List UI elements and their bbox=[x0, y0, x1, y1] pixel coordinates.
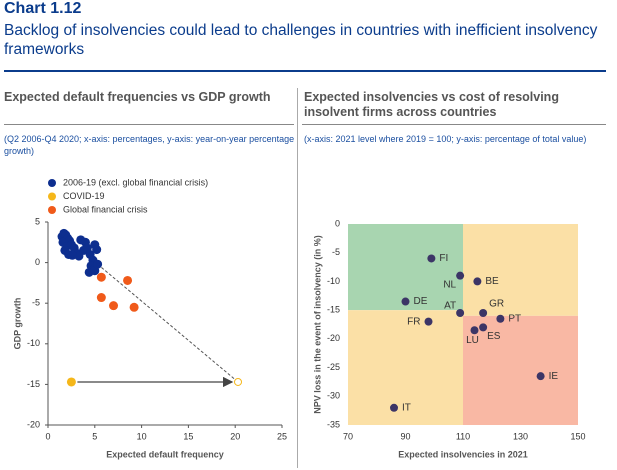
x-tick-label: 0 bbox=[45, 431, 50, 441]
point bbox=[129, 302, 139, 312]
y-tick-label: -5 bbox=[32, 298, 40, 308]
point bbox=[470, 326, 479, 335]
x-tick-label: 5 bbox=[92, 431, 97, 441]
point bbox=[479, 323, 488, 332]
point-label: NL bbox=[443, 279, 456, 290]
x-tick-label: 10 bbox=[137, 431, 147, 441]
legend-marker bbox=[48, 192, 56, 201]
point bbox=[92, 245, 102, 255]
x-tick-label: 25 bbox=[277, 431, 287, 441]
point bbox=[109, 301, 119, 311]
y-tick-label: -20 bbox=[27, 419, 40, 429]
legend-label: COVID-19 bbox=[63, 191, 105, 201]
point-label: IT bbox=[402, 402, 411, 413]
point-label: DE bbox=[414, 296, 428, 307]
region bbox=[463, 224, 578, 316]
point-label: PT bbox=[508, 313, 521, 324]
point bbox=[96, 293, 106, 303]
x-tick-label: 130 bbox=[513, 431, 528, 441]
x-axis-label: Expected default frequency bbox=[106, 449, 224, 459]
chart-title: Backlog of insolvencies could lead to ch… bbox=[4, 22, 598, 58]
x-axis-label: Expected insolvencies in 2021 bbox=[398, 449, 528, 459]
y-tick-label: -15 bbox=[327, 305, 340, 315]
point bbox=[424, 317, 433, 326]
point bbox=[401, 297, 410, 306]
y-tick-label: -35 bbox=[327, 419, 340, 429]
point bbox=[536, 372, 545, 381]
point-label: AT bbox=[444, 301, 456, 312]
point-label: IE bbox=[549, 371, 559, 382]
point bbox=[479, 309, 488, 318]
panel-subtitle: (x-axis: 2021 level where 2019 = 100; y-… bbox=[304, 134, 587, 144]
point bbox=[93, 259, 103, 269]
region bbox=[348, 310, 463, 425]
y-tick-label: -15 bbox=[27, 379, 40, 389]
panel-title: Expected insolvencies vs cost of resolvi… bbox=[304, 90, 559, 119]
y-tick-label: -10 bbox=[327, 276, 340, 286]
point-label: FR bbox=[407, 316, 420, 327]
legend-label: Global financial crisis bbox=[63, 204, 148, 214]
point bbox=[473, 277, 482, 286]
y-tick-label: -5 bbox=[332, 247, 340, 257]
y-tick-label: -30 bbox=[327, 391, 340, 401]
y-axis-label: GDP growth bbox=[12, 298, 22, 350]
point bbox=[456, 271, 465, 280]
y-axis-label: NPV loss in the event of insolvency (in … bbox=[312, 235, 322, 414]
point-label: LU bbox=[466, 335, 479, 346]
legend-label: 2006-19 (excl. global financial crisis) bbox=[63, 177, 208, 187]
divider bbox=[4, 124, 294, 125]
point-label: BE bbox=[485, 276, 499, 287]
point bbox=[74, 251, 84, 261]
legend-marker bbox=[48, 179, 56, 187]
point-label: ES bbox=[487, 331, 501, 342]
region bbox=[348, 224, 463, 311]
point bbox=[123, 275, 133, 285]
point bbox=[427, 254, 436, 263]
y-tick-label: 0 bbox=[35, 257, 40, 267]
x-tick-label: 20 bbox=[230, 431, 240, 441]
x-tick-label: 110 bbox=[456, 431, 470, 441]
point bbox=[390, 403, 398, 412]
region bbox=[463, 315, 578, 425]
point bbox=[66, 377, 76, 387]
point bbox=[456, 309, 465, 318]
y-tick-label: 0 bbox=[335, 218, 340, 228]
panel-title: Expected default frequencies vs GDP grow… bbox=[4, 90, 271, 104]
panel-subtitle: (Q2 2006-Q4 2020; x-axis: percentages, y… bbox=[4, 134, 295, 156]
point bbox=[67, 250, 77, 260]
point bbox=[96, 272, 106, 282]
chart-number: Chart 1.12 bbox=[4, 0, 82, 17]
point bbox=[496, 314, 505, 323]
y-tick-label: 5 bbox=[35, 216, 40, 226]
x-tick-label: 15 bbox=[183, 431, 193, 441]
divider bbox=[302, 124, 606, 125]
y-tick-label: -10 bbox=[27, 338, 40, 348]
x-tick-label: 90 bbox=[400, 431, 410, 441]
connector bbox=[97, 263, 239, 383]
point-label: GR bbox=[489, 299, 504, 310]
point bbox=[234, 377, 243, 386]
x-tick-label: 150 bbox=[570, 431, 585, 441]
point-label: FI bbox=[439, 253, 448, 264]
rule bbox=[4, 70, 606, 72]
legend-marker bbox=[48, 206, 56, 214]
y-tick-label: -20 bbox=[327, 333, 340, 343]
y-tick-label: -25 bbox=[327, 362, 340, 372]
x-tick-label: 70 bbox=[343, 431, 353, 441]
divider bbox=[297, 88, 298, 468]
